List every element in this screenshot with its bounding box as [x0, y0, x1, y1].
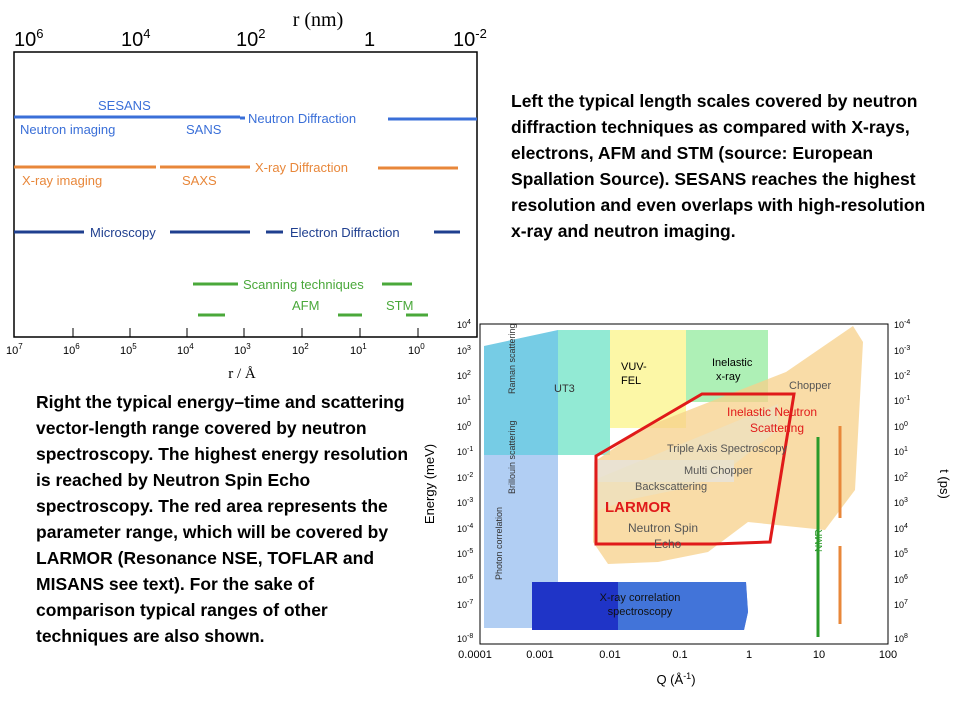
- y2-tick-label: 107: [894, 599, 908, 610]
- nse-label-1: Neutron Spin: [628, 521, 698, 535]
- y-axis-title: Energy (meV): [422, 444, 437, 524]
- nse-label-2: Echo: [654, 537, 682, 551]
- top-tick-label: 10-2: [453, 26, 487, 51]
- multi-chopper-label: Multi Chopper: [684, 465, 753, 477]
- y2-tick-label: 10-4: [894, 319, 910, 330]
- y-tick-label: 10-8: [457, 633, 473, 644]
- y2-tick-label: 104: [894, 523, 908, 534]
- bottom-tick-label: 103: [234, 342, 251, 357]
- chopper-backscatter-region: [594, 404, 778, 512]
- x-axis-title: Q (Å-1): [656, 671, 695, 687]
- y2-tick-label: 101: [894, 446, 908, 457]
- y2-tick-label: 105: [894, 548, 908, 559]
- inelastic-xray-label-2: x-ray: [716, 371, 741, 383]
- top-tick-label: 106: [14, 26, 43, 51]
- caption-right: Left the typical length scales covered b…: [511, 91, 926, 241]
- y-tick-label: 103: [457, 345, 471, 356]
- y2-tick-label: 102: [894, 472, 908, 483]
- y2-tick-label: 10-3: [894, 345, 910, 356]
- bottom-axis-tickmarks: [13, 328, 419, 337]
- bottom-tick-label: 105: [120, 342, 137, 357]
- y-tick-label: 10-4: [457, 523, 473, 534]
- top-tick-label: 104: [121, 26, 150, 51]
- xray-correlation-region-light: [618, 582, 748, 630]
- y-tick-label: 102: [457, 370, 471, 381]
- x-tick-label: 100: [879, 649, 897, 661]
- xray-diffraction-label: X-ray Diffraction: [255, 160, 348, 175]
- vuv-fel-label-1: VUV-: [621, 361, 647, 373]
- raman-region: [484, 330, 558, 455]
- top-axis-title: r (nm): [293, 9, 344, 31]
- bottom-axis-ticks: 107 106 105 104 103 102 101 100: [6, 342, 425, 357]
- caption-left: Right the typical energy–time and scatte…: [36, 392, 409, 646]
- y-axis-ticks: 104 103 102 101 100 10-1 10-2 10-3 10-4 …: [457, 319, 473, 644]
- backscattering-label: Backscattering: [635, 481, 707, 493]
- bottom-axis-title: r / Å: [228, 366, 256, 382]
- y2-axis-title: t (ps): [937, 469, 952, 499]
- y2-tick-label: 10-1: [894, 395, 910, 406]
- bottom-tick-label: 106: [63, 342, 80, 357]
- inelastic-xray-label-1: Inelastic: [712, 357, 753, 369]
- x-tick-label: 0.0001: [458, 649, 492, 661]
- sans-label: SANS: [186, 122, 222, 137]
- y-tick-label: 10-2: [457, 472, 473, 483]
- ut3-label: UT3: [554, 383, 575, 395]
- top-tick-label: 102: [236, 26, 265, 51]
- inelastic-neutron-label-1: Inelastic Neutron: [727, 405, 817, 419]
- xray-imaging-label: X-ray imaging: [22, 173, 102, 188]
- raman-label: Raman scattering: [507, 323, 517, 394]
- y2-tick-label: 100: [894, 421, 908, 432]
- x-tick-label: 1: [746, 649, 752, 661]
- y-tick-label: 10-6: [457, 574, 473, 585]
- x-tick-label: 0.01: [599, 649, 620, 661]
- saxs-label: SAXS: [182, 173, 217, 188]
- ut3-region: [558, 330, 610, 455]
- y-tick-label: 104: [457, 319, 471, 330]
- top-axis-ticks: 106 104 102 1 10-2: [14, 26, 487, 51]
- bottom-tick-label: 102: [292, 342, 309, 357]
- sesans-label: SESANS: [98, 98, 151, 113]
- x-tick-label: 0.001: [526, 649, 554, 661]
- y-tick-label: 100: [457, 421, 471, 432]
- bottom-tick-label: 104: [177, 342, 194, 357]
- energy-q-chart: Raman scattering Brillouin scattering Ph…: [422, 319, 952, 687]
- top-tick-label: 1: [364, 29, 375, 51]
- nmr-label: NMR: [814, 529, 825, 552]
- photon-label: Photon correlation: [494, 507, 504, 580]
- x-tick-label: 0.1: [672, 649, 687, 661]
- y2-tick-label: 103: [894, 497, 908, 508]
- x-tick-label: 10: [813, 649, 825, 661]
- chopper-label: Chopper: [789, 380, 832, 392]
- y-tick-label: 10-7: [457, 599, 473, 610]
- y-tick-label: 10-3: [457, 497, 473, 508]
- larmor-outline: [594, 392, 796, 546]
- xray-corr-label-2: spectroscopy: [608, 606, 673, 618]
- neutron-imaging-label: Neutron imaging: [20, 122, 115, 137]
- y2-axis-ticks: 10-4 10-3 10-2 10-1 100 101 102 103 104 …: [894, 319, 910, 644]
- larmor-label: LARMOR: [605, 499, 671, 516]
- neutron-diffraction-label: Neutron Diffraction: [248, 111, 356, 126]
- electron-diffraction-label: Electron Diffraction: [290, 225, 400, 240]
- microscopy-label: Microscopy: [90, 225, 156, 240]
- y-tick-label: 10-1: [457, 446, 473, 457]
- vuv-fel-label-2: FEL: [621, 375, 641, 387]
- y-tick-label: 101: [457, 395, 471, 406]
- y2-tick-label: 108: [894, 633, 908, 644]
- top-plot-frame: [13, 51, 478, 338]
- y-tick-label: 10-5: [457, 548, 473, 559]
- y2-tick-label: 106: [894, 574, 908, 585]
- bottom-tick-label: 107: [6, 342, 23, 357]
- stm-label: STM: [386, 298, 413, 313]
- scanning-label: Scanning techniques: [243, 277, 364, 292]
- inelastic-neutron-label-2: Scattering: [750, 421, 804, 435]
- x-axis-ticks: 0.0001 0.001 0.01 0.1 1 10 100: [458, 649, 897, 661]
- y2-tick-label: 10-2: [894, 370, 910, 381]
- xray-corr-label-1: X-ray correlation: [600, 592, 681, 604]
- triple-axis-label: Triple Axis Spectroscopy: [667, 443, 788, 455]
- bottom-tick-label: 101: [350, 342, 367, 357]
- length-scale-chart: r (nm) 106 104 102 1 10-2 SESANS Neutron…: [6, 9, 487, 382]
- bottom-tick-label: 100: [408, 342, 425, 357]
- afm-label: AFM: [292, 298, 319, 313]
- brillouin-label: Brillouin scattering: [507, 420, 517, 494]
